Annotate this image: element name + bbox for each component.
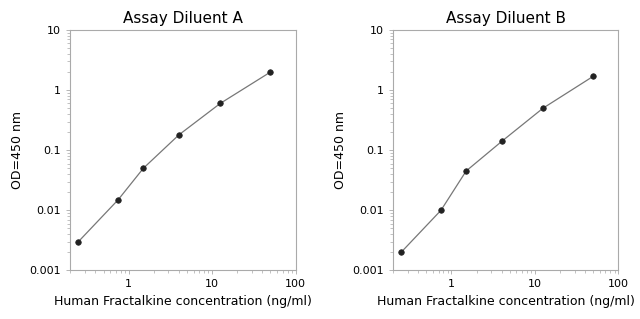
Title: Assay Diluent B: Assay Diluent B (445, 11, 566, 26)
X-axis label: Human Fractalkine concentration (ng/ml): Human Fractalkine concentration (ng/ml) (54, 295, 312, 308)
Title: Assay Diluent A: Assay Diluent A (123, 11, 243, 26)
Y-axis label: OD=450 nm: OD=450 nm (334, 111, 347, 189)
Y-axis label: OD=450 nm: OD=450 nm (11, 111, 24, 189)
X-axis label: Human Fractalkine concentration (ng/ml): Human Fractalkine concentration (ng/ml) (377, 295, 635, 308)
